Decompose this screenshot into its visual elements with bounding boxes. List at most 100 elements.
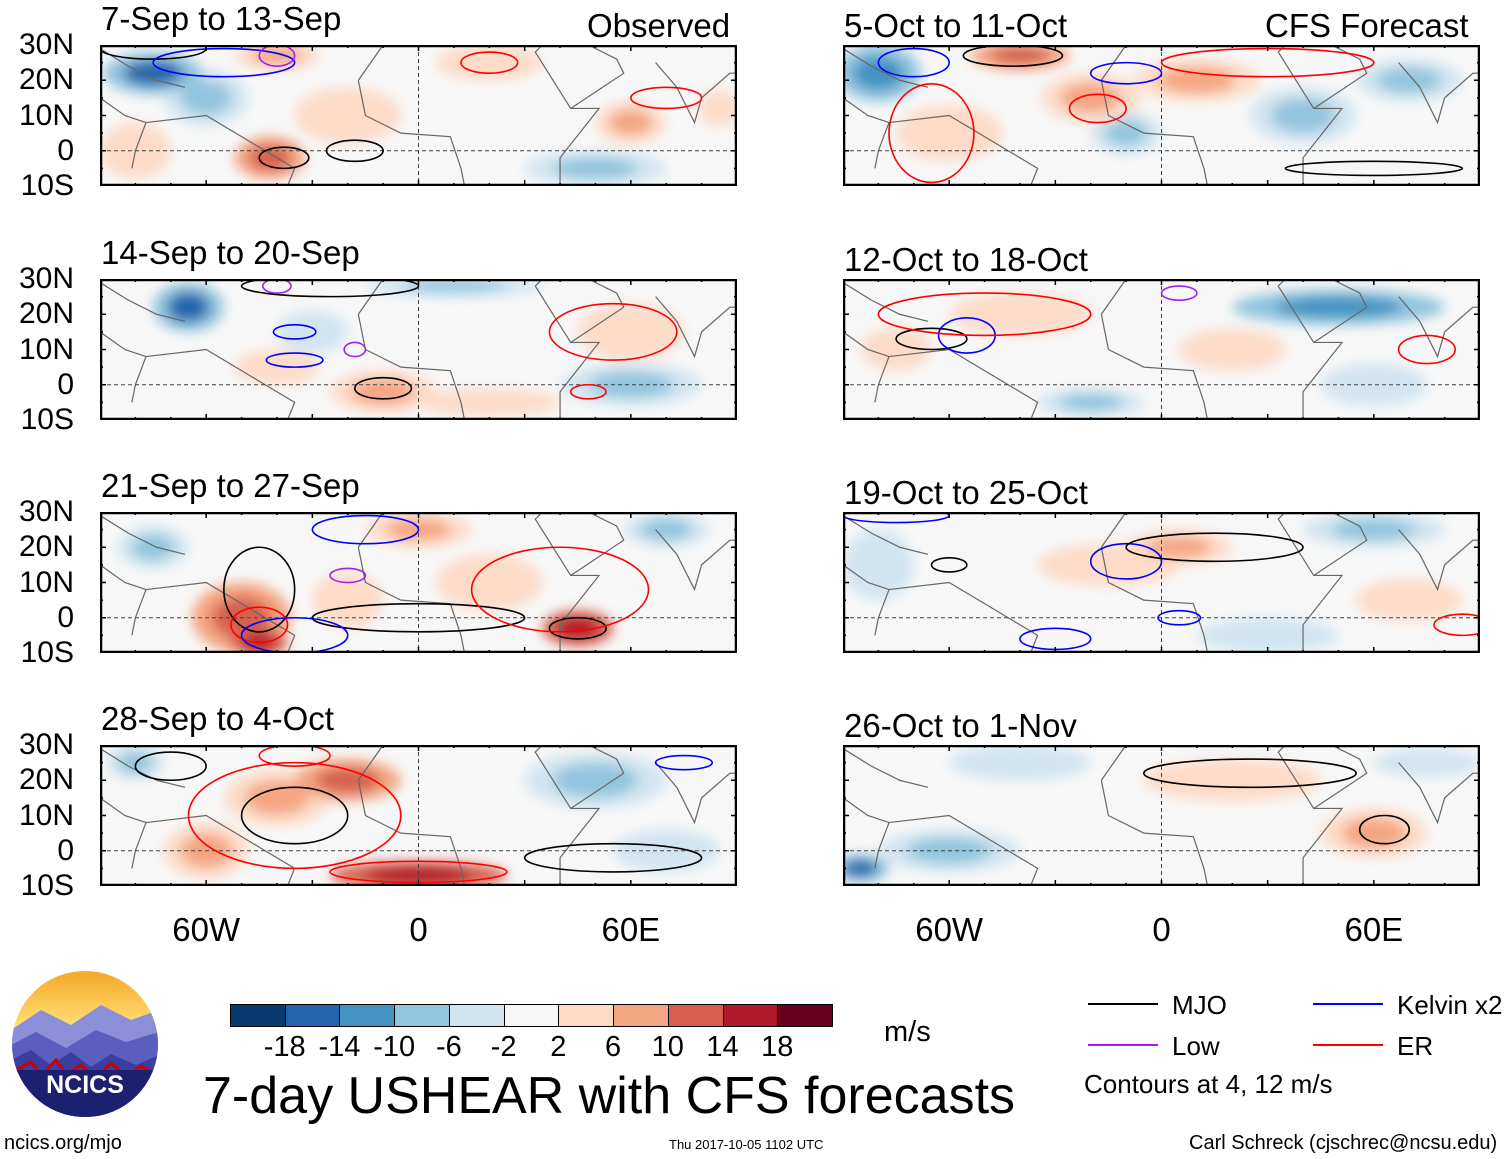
shear-anomaly-region xyxy=(843,859,878,877)
legend-item-label: Low xyxy=(1172,1031,1220,1061)
shear-anomaly-region xyxy=(400,279,507,293)
shear-anomaly-region xyxy=(552,763,638,798)
forecast-label: CFS Forecast xyxy=(1265,7,1469,44)
er-contour xyxy=(460,51,519,74)
legend-line-swatch xyxy=(1088,1044,1158,1046)
lat-tick-label: 20N xyxy=(18,63,74,97)
colorbar-label: 14 xyxy=(706,1031,739,1063)
shear-anomaly-region xyxy=(1320,363,1427,406)
figure-title: 7-day USHEAR with CFS forecasts xyxy=(203,1067,1016,1125)
er-contour xyxy=(569,383,607,400)
low-contour xyxy=(343,341,367,358)
lat-tick-label: 20N xyxy=(18,530,74,564)
low-contour xyxy=(258,45,296,67)
shear-anomaly-region xyxy=(552,157,638,179)
low-contour xyxy=(329,567,367,584)
legend-item-label: Kelvin x2 xyxy=(1397,990,1503,1020)
shear-anomaly-region xyxy=(1147,536,1212,558)
map-panel xyxy=(843,745,1480,886)
low-contour xyxy=(1160,285,1198,301)
panel-frame xyxy=(843,45,1480,186)
mjo-contour xyxy=(548,616,607,640)
colorbar-label: 6 xyxy=(605,1031,622,1063)
mjo-contour xyxy=(258,146,310,170)
footer-url[interactable]: ncics.org/mjo xyxy=(4,1132,122,1154)
shear-anomaly-region xyxy=(852,56,904,91)
mjo-contour xyxy=(240,279,420,298)
lon-tick-label: 60W xyxy=(915,911,984,948)
shear-anomaly-region xyxy=(843,529,914,601)
lat-tick-label: 10S xyxy=(20,869,74,903)
shear-anomaly-region xyxy=(1356,578,1463,622)
legend-line-swatch xyxy=(1313,1003,1383,1005)
shear-anomaly-region xyxy=(294,87,401,144)
shear-anomaly-region xyxy=(990,47,1050,65)
panel-frame xyxy=(843,279,1480,420)
map-panel xyxy=(100,512,737,653)
map-panel xyxy=(843,279,1480,420)
shear-anomaly-region xyxy=(180,80,232,115)
shear-anomaly-region xyxy=(248,145,292,171)
mjo-contour xyxy=(240,786,349,845)
er-contour xyxy=(470,546,650,633)
shear-anomaly-region xyxy=(1058,393,1123,411)
colorbar-label: 10 xyxy=(651,1031,684,1063)
colorbar-swatch xyxy=(558,1004,615,1027)
panel-title: 26-Oct to 1-Nov xyxy=(844,707,1077,744)
shear-anomaly-region xyxy=(446,393,532,411)
svg-text:NCICS: NCICS xyxy=(46,1071,124,1099)
shear-anomaly-region xyxy=(640,519,692,541)
er-contour xyxy=(1397,334,1457,365)
footer-timestamp: Thu 2017-10-05 1102 UTC xyxy=(669,1137,824,1152)
legend-line-swatch xyxy=(1313,1044,1383,1046)
shear-anomaly-region xyxy=(609,109,653,136)
lat-tick-label: 10N xyxy=(18,798,74,832)
colorbar-swatch xyxy=(448,1004,505,1027)
kelvin-contour xyxy=(1157,609,1202,626)
mjo-contour xyxy=(311,602,526,633)
mjo-contour xyxy=(962,45,1064,67)
map-panel xyxy=(843,512,1480,653)
panel-frame xyxy=(843,512,1480,653)
panel-title: 5-Oct to 11-Oct xyxy=(844,7,1068,44)
shear-anomaly-region xyxy=(1143,759,1321,802)
lon-tick-label: 60E xyxy=(1344,911,1404,948)
er-contour xyxy=(1068,93,1127,124)
colorbar-label: -6 xyxy=(436,1031,462,1063)
shear-anomaly-region xyxy=(312,571,384,629)
shear-anomaly-region xyxy=(588,372,674,398)
colorbar-swatch xyxy=(613,1004,669,1027)
shear-anomaly-region xyxy=(1274,296,1403,318)
kelvin-contour xyxy=(152,47,296,78)
panel-frame xyxy=(100,279,737,420)
mjo-contour xyxy=(1125,532,1304,563)
shear-anomaly-region xyxy=(276,310,348,354)
colorbar-swatch xyxy=(667,1004,724,1027)
ncics-logo: NCICS xyxy=(11,970,159,1118)
kelvin-contour xyxy=(1089,542,1163,580)
shear-anomaly-region xyxy=(351,379,415,405)
lat-tick-label: 0 xyxy=(57,600,74,634)
panel-frame xyxy=(843,745,1480,886)
colorbar-label: -18 xyxy=(263,1031,306,1063)
colorbar-label: -2 xyxy=(490,1031,517,1063)
map-panel xyxy=(100,279,737,420)
shear-anomaly-region xyxy=(365,866,472,884)
shear-anomaly-region xyxy=(613,829,720,872)
panel-title: 12-Oct to 18-Oct xyxy=(844,241,1088,278)
colorbar-swatch xyxy=(394,1004,450,1027)
shear-anomaly-region xyxy=(123,60,183,86)
er-contour xyxy=(258,745,331,767)
lat-tick-label: 0 xyxy=(57,133,74,167)
panel-frame xyxy=(100,45,737,186)
shear-anomaly-region xyxy=(1158,67,1236,93)
shear-anomaly-region xyxy=(1331,519,1417,541)
legend-item-label: MJO xyxy=(1172,990,1227,1020)
mjo-contour xyxy=(325,139,384,163)
colorbar-label: 2 xyxy=(550,1031,567,1063)
colorbar-label: -14 xyxy=(318,1031,361,1063)
er-contour xyxy=(630,86,703,110)
panel-title: 14-Sep to 20-Sep xyxy=(101,234,360,271)
map-panel xyxy=(843,45,1480,186)
shear-anomaly-region xyxy=(949,745,1091,781)
